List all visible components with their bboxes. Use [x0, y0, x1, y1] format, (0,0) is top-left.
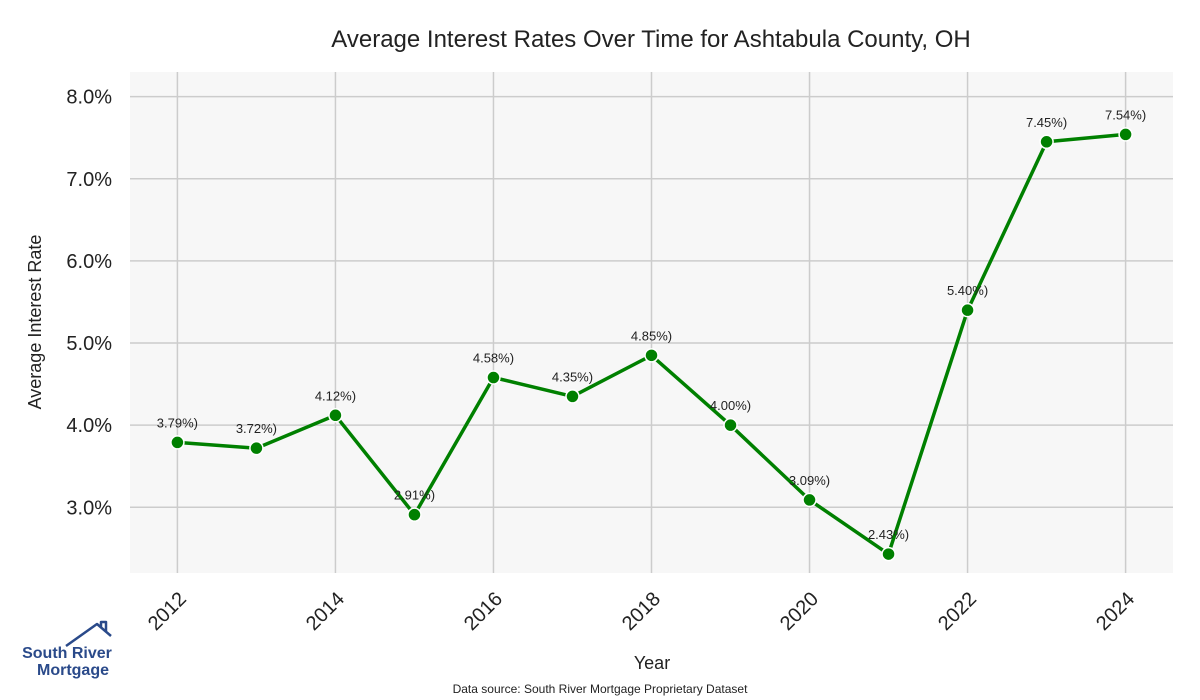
y-tick-label: 7.0% — [66, 169, 112, 191]
data-label: 2.43%) — [868, 527, 909, 542]
data-point — [644, 348, 659, 363]
y-tick-label: 3.0% — [66, 497, 112, 519]
data-label: 3.72%) — [236, 421, 277, 436]
data-point — [881, 546, 896, 562]
series-line-group — [170, 127, 1133, 562]
data-label: 4.85%) — [631, 328, 672, 343]
data-point — [407, 507, 422, 522]
x-tick-label: 2024 — [1092, 588, 1139, 635]
logo-line-1: South River — [22, 645, 112, 662]
y-tick-label: 4.0% — [66, 415, 112, 437]
x-tick-label: 2018 — [618, 588, 665, 635]
data-point — [565, 389, 580, 404]
data-label: 3.09%) — [789, 473, 830, 488]
x-tick-label: 2020 — [776, 588, 823, 635]
x-tick-label: 2012 — [144, 588, 191, 635]
data-labels: 3.79%) 3.72%) 4.12%) 2.91%) 4.58%) 4.35%) 4.85… — [157, 107, 1146, 542]
data-label: 7.45%) — [1026, 115, 1067, 130]
x-axis-label: Year — [634, 653, 670, 673]
data-source-note: Data source: South River Mortgage Propri… — [453, 682, 748, 696]
y-tick-label: 5.0% — [66, 333, 112, 355]
data-label: 3.79%) — [157, 415, 198, 430]
data-point — [170, 435, 185, 450]
house-roof-icon — [65, 620, 112, 648]
data-point — [960, 302, 975, 318]
data-point — [1118, 127, 1133, 142]
data-point — [328, 408, 343, 423]
grid — [130, 72, 1173, 573]
data-label: 4.35%) — [552, 369, 593, 384]
data-point — [723, 417, 738, 433]
data-label: 2.91%) — [394, 488, 435, 503]
data-label: 4.12%) — [315, 388, 356, 403]
data-label: 4.58%) — [473, 351, 514, 366]
x-tick-label: 2014 — [302, 588, 349, 635]
chart-title: Average Interest Rates Over Time for Ash… — [331, 26, 970, 53]
y-tick-label: 8.0% — [66, 87, 112, 109]
data-point — [486, 370, 501, 385]
y-axis-ticks: 3.0% 4.0% 5.0% 6.0% 7.0% 8.0% — [66, 87, 112, 520]
data-label: 7.54%) — [1105, 107, 1146, 122]
data-point — [802, 492, 817, 508]
y-tick-label: 6.0% — [66, 251, 112, 273]
x-axis-ticks: 2012 2014 2016 2018 2020 2022 2024 — [144, 588, 1139, 635]
logo: South River Mortgage — [22, 620, 112, 679]
data-point — [249, 440, 264, 456]
logo-line-2: Mortgage — [37, 662, 109, 679]
x-tick-label: 2016 — [460, 588, 507, 635]
data-label: 5.40%) — [947, 283, 988, 298]
data-point — [1039, 134, 1054, 150]
y-axis-label: Average Interest Rate — [25, 235, 45, 410]
x-tick-label: 2022 — [934, 588, 981, 635]
data-label: 4.00%) — [710, 398, 751, 413]
